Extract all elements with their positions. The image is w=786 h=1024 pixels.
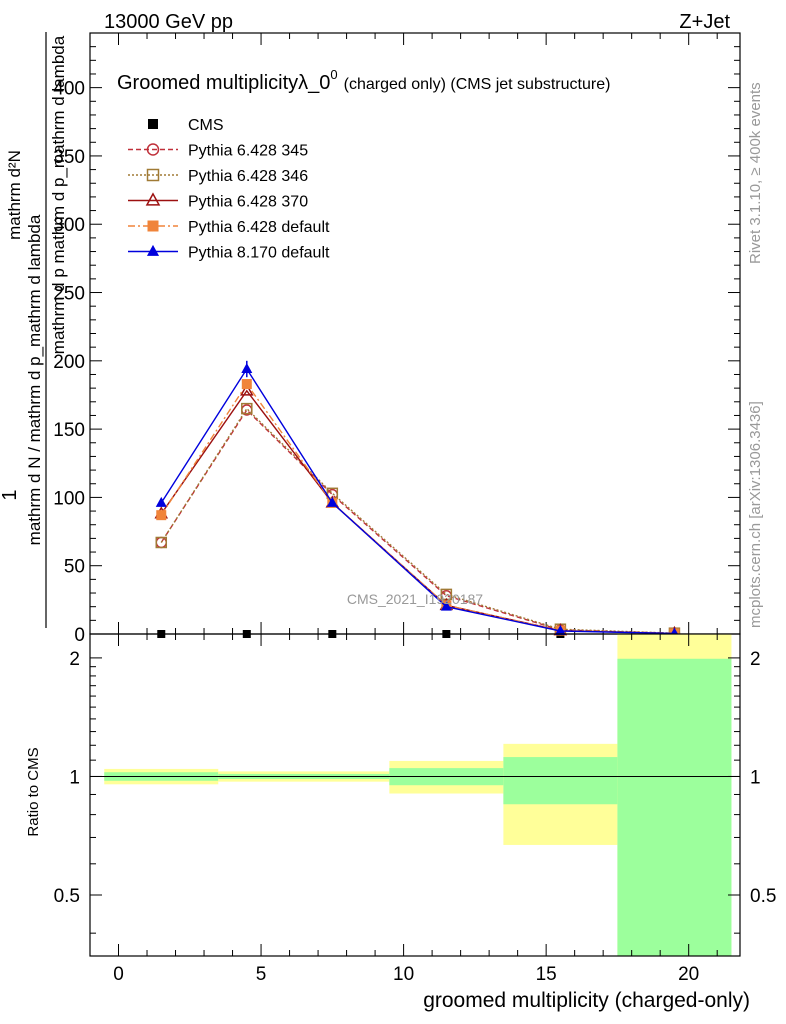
data-point	[155, 496, 167, 507]
x-tick-label: 20	[678, 964, 699, 985]
legend-entry-4: Pythia 6.428 default	[128, 219, 330, 236]
main-y-tick-label: 50	[64, 557, 85, 578]
legend-label: Pythia 6.428 345	[188, 143, 308, 160]
legend-label: CMS	[188, 117, 224, 134]
data-point	[241, 363, 253, 374]
legend-label: Pythia 8.170 default	[188, 245, 330, 262]
ratio-frame	[89, 633, 741, 957]
main-y-tick-label: 200	[53, 352, 85, 373]
ratio-y-tick-label: 0.5	[54, 886, 80, 907]
ratio-y-tick-label-right: 2	[750, 649, 761, 670]
data-point	[241, 379, 252, 390]
legend-marker-swatch	[146, 168, 160, 182]
y-title-denominator-left: mathrm d N / mathrm d p_mathrm d lambda	[25, 214, 44, 545]
ratio-y-tick-label-right: 0.5	[750, 886, 776, 907]
header-process-label: Z+Jet	[679, 11, 730, 33]
main-y-tick-label: 400	[53, 79, 85, 100]
mcplots-source-label: mcplots.cern.ch [arXiv:1306.3436]	[747, 401, 764, 628]
ratio-plot-panel: 0 5 10 15 20 0.5 0.5 1 1 2 2	[54, 633, 776, 985]
x-tick-label: 10	[393, 964, 414, 985]
legend-marker-swatch	[148, 119, 158, 129]
series-line	[160, 407, 675, 634]
legend-label: Pythia 6.428 370	[188, 194, 308, 211]
legend-entry-2: Pythia 6.428 346	[128, 168, 308, 185]
ratio-y-tick-label-right: 1	[750, 767, 761, 788]
main-y-tick-label: 350	[53, 147, 85, 168]
legend-label: Pythia 6.428 346	[188, 168, 308, 185]
ratio-y-tick-label: 1	[69, 767, 80, 788]
x-tick-label: 15	[536, 964, 557, 985]
series-line	[160, 367, 675, 635]
legend: CMS Pythia 6.428 345 Pythia 6.428 346 Pythi…	[128, 117, 330, 262]
series-5	[155, 360, 680, 638]
data-point	[326, 496, 338, 507]
main-y-tick-label: 300	[53, 215, 85, 236]
ratio-band-inner-3	[503, 757, 618, 805]
legend-label: Pythia 6.428 default	[188, 219, 330, 236]
ratio-y-axis-title: Ratio to CMS	[25, 747, 42, 836]
y-title-denominator-right: mathrm d p mathrm d p_mathrm d lambda	[49, 35, 68, 354]
x-tick-label: 0	[113, 964, 124, 985]
title-main: Groomed multiplicityλ_0	[117, 72, 330, 94]
title-subtext: (charged only) (CMS jet substructure)	[344, 76, 611, 93]
main-y-tick-label: 150	[53, 420, 85, 441]
main-y-tick-label: 0	[74, 625, 85, 646]
legend-marker-swatch	[146, 244, 160, 256]
title-superscript: 0	[330, 67, 337, 82]
main-y-tick-label: 250	[53, 284, 85, 305]
main-y-axis-title: 1 mathrm d N / mathrm d p_mathrm d lambd…	[0, 32, 68, 628]
data-point	[156, 510, 167, 521]
header-collision-label: 13000 GeV pp	[104, 11, 233, 33]
y-title-numerator: mathrm d²N	[5, 150, 24, 240]
data-point	[440, 600, 452, 611]
legend-entry-0: CMS	[148, 117, 224, 134]
legend-marker-swatch	[145, 192, 161, 206]
legend-entry-3: Pythia 6.428 370	[128, 192, 308, 211]
ratio-y-tick-label: 2	[69, 649, 80, 670]
x-tick-label: 5	[256, 964, 267, 985]
data-point	[155, 536, 168, 549]
x-axis-title: groomed multiplicity (charged-only)	[423, 989, 750, 1012]
svg-text:Groomed multiplicityλ_00(charg: Groomed multiplicityλ_00 (charged only) (…	[117, 67, 610, 94]
ratio-band-inner-4	[617, 658, 732, 956]
y-title-prefix: 1	[0, 489, 21, 500]
analysis-watermark: CMS_2021_I1920187	[347, 591, 483, 607]
legend-entry-1: Pythia 6.428 345	[128, 143, 308, 160]
legend-entry-5: Pythia 8.170 default	[128, 245, 330, 262]
data-point	[240, 383, 254, 396]
main-y-tick-label: 100	[53, 488, 85, 509]
legend-marker-swatch	[147, 220, 159, 232]
plot-title: Groomed multiplicityλ_00 (charged only) (…	[117, 67, 610, 94]
legend-marker-swatch	[146, 143, 160, 156]
data-point	[554, 624, 566, 635]
rivet-version-label: Rivet 3.1.10, ≥ 400k events	[747, 82, 764, 264]
data-point	[241, 402, 253, 415]
